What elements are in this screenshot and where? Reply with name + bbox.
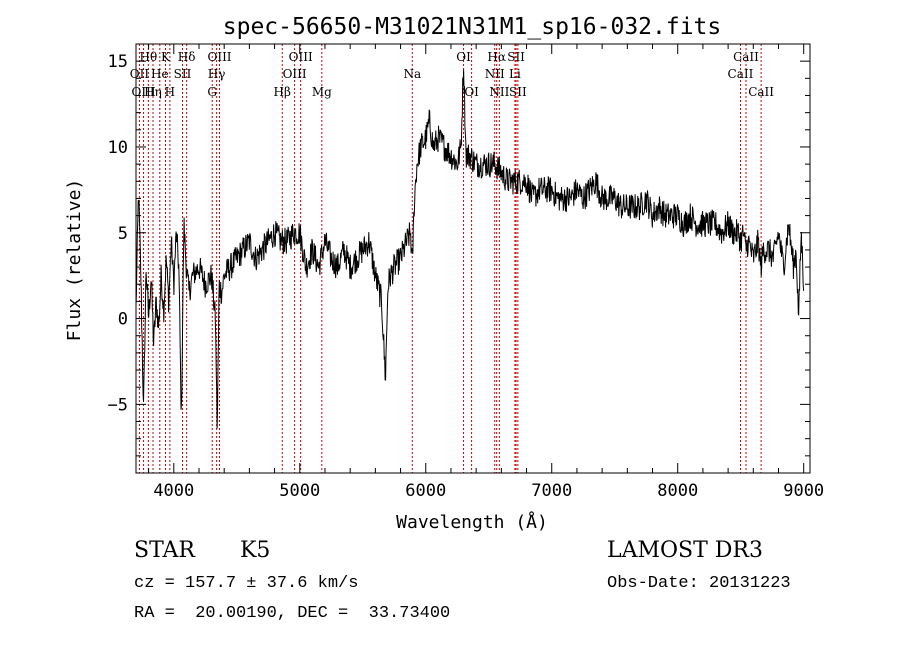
marker-label: He bbox=[151, 67, 169, 81]
x-tick-label: 9000 bbox=[783, 481, 824, 501]
marker-label: Hθ bbox=[139, 50, 157, 64]
marker-label: Li bbox=[509, 67, 521, 81]
marker-label: Hβ bbox=[274, 85, 291, 99]
marker-label: NII bbox=[485, 67, 505, 81]
marker-label: CaII bbox=[728, 67, 754, 81]
marker-label: OIII bbox=[207, 50, 231, 64]
marker-label: OIII bbox=[289, 50, 313, 64]
object-class: STAR bbox=[134, 538, 195, 563]
survey-name: LAMOST DR3 bbox=[607, 538, 763, 563]
y-tick-label: 15 bbox=[108, 52, 128, 72]
coordinates-readout: RA = 20.00190, DEC = 33.73400 bbox=[134, 604, 451, 623]
x-tick-label: 5000 bbox=[279, 481, 320, 501]
marker-label: OIII bbox=[283, 67, 307, 81]
x-tick-label: 8000 bbox=[657, 481, 698, 501]
marker-label: SII bbox=[509, 85, 527, 99]
marker-label: Hη bbox=[144, 85, 162, 99]
marker-label: Mg bbox=[312, 85, 332, 99]
marker-label: K bbox=[161, 50, 171, 64]
observation-date: Obs-Date: 20131223 bbox=[607, 574, 791, 593]
marker-label: Hα bbox=[487, 50, 506, 64]
marker-label: H bbox=[165, 85, 175, 99]
plot-frame bbox=[135, 43, 811, 474]
marker-label: G bbox=[207, 85, 217, 99]
y-tick-label: 5 bbox=[118, 224, 128, 244]
x-tick-label: 6000 bbox=[405, 481, 446, 501]
marker-label: Hγ bbox=[208, 67, 226, 81]
x-tick-label: 4000 bbox=[153, 481, 194, 501]
chart-title: spec-56650-M31021N31M1_sp16-032.fits bbox=[223, 14, 722, 40]
y-axis: −5 0 5 10 15 bbox=[108, 43, 810, 457]
marker-label: OI bbox=[456, 50, 471, 64]
spectral-line-markers bbox=[138, 44, 762, 473]
marker-label: OII bbox=[130, 67, 150, 81]
spectrum-line bbox=[135, 69, 805, 429]
marker-label: SII bbox=[507, 50, 525, 64]
redshift-readout: cz = 157.7 ± 37.6 km/s bbox=[134, 574, 359, 593]
marker-label: OI bbox=[464, 85, 479, 99]
marker-label: Hδ bbox=[178, 50, 196, 64]
marker-label: CaII bbox=[748, 85, 774, 99]
x-axis-label: Wavelength (Å) bbox=[396, 511, 548, 533]
object-subclass: K5 bbox=[240, 538, 271, 563]
marker-label: Na bbox=[403, 67, 421, 81]
x-axis: 4000 5000 6000 7000 8000 9000 bbox=[148, 44, 824, 501]
marker-label: CaII bbox=[733, 50, 759, 64]
marker-label: SII bbox=[174, 67, 192, 81]
x-tick-label: 7000 bbox=[531, 481, 572, 501]
y-tick-label: 0 bbox=[118, 310, 128, 330]
marker-label: NII bbox=[489, 85, 509, 99]
y-axis-label: Flux (relative) bbox=[64, 179, 85, 342]
y-tick-label: 10 bbox=[108, 138, 128, 158]
y-tick-label: −5 bbox=[108, 395, 128, 415]
